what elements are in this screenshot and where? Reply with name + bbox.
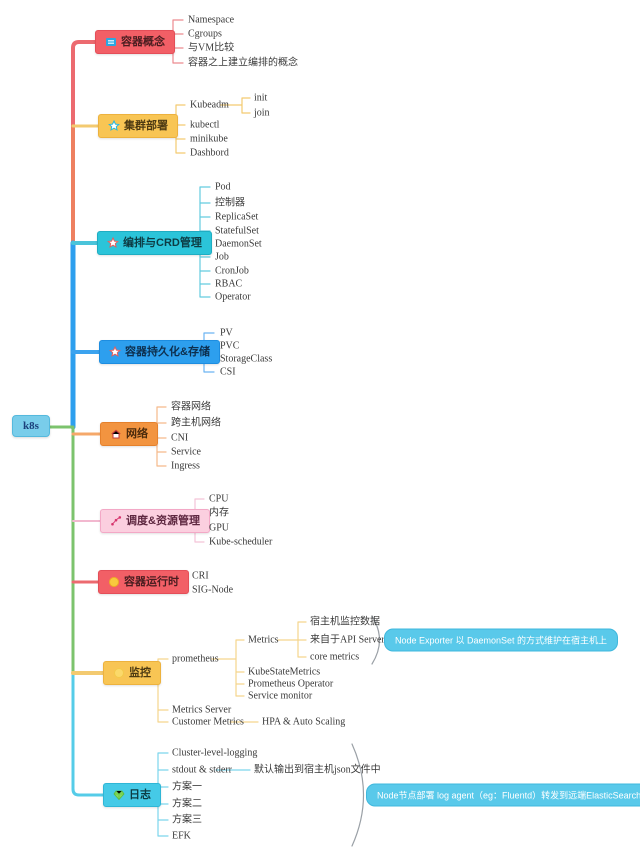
topic-minikube[interactable]: minikube (190, 133, 228, 145)
branch-node-orchestration-crd[interactable]: 编排与CRD管理 (97, 231, 212, 255)
brace-marks (351, 615, 381, 847)
container-icon (105, 36, 117, 48)
topic-service[interactable]: Service (171, 446, 201, 458)
topic-stdout-stderr[interactable]: stdout & stderr (172, 764, 232, 776)
topic-kubestatemetrics[interactable]: KubeStateMetrics (248, 666, 321, 678)
topic-sig-node[interactable]: SIG-Node (192, 584, 234, 596)
branch-node-cluster-deploy[interactable]: 集群部署 (98, 114, 178, 138)
topic-controller[interactable]: 控制器 (215, 197, 245, 209)
branch-label: 网络 (126, 428, 148, 440)
topic-hpa-auto-scaling[interactable]: HPA & Auto Scaling (262, 716, 346, 728)
topic-kubeadm[interactable]: Kubeadm (190, 99, 229, 111)
topic-pod[interactable]: Pod (215, 181, 231, 193)
branch-label: 调度&资源管理 (126, 515, 200, 527)
metrics-callout-note[interactable]: Node Exporter 以 DaemonSet 的方式维护在宿主机上 (384, 628, 619, 652)
branch-label: 日志 (129, 789, 151, 801)
branch-node-container-concepts[interactable]: 容器概念 (95, 30, 175, 54)
topic-container-network[interactable]: 容器网络 (171, 401, 211, 413)
topic-cronjob[interactable]: CronJob (215, 265, 249, 277)
logging-callout-note[interactable]: Node节点部署 log agent（eg：Fluentd）转发到远端Elast… (366, 783, 640, 807)
branch-label: 容器运行时 (124, 576, 179, 588)
circle-icon (113, 667, 125, 679)
topic-cluster-level-logging[interactable]: Cluster-level-logging (172, 747, 258, 759)
topic-vm-compare[interactable]: 与VM比较 (188, 42, 235, 54)
branch-label: 集群部署 (124, 120, 168, 132)
branch-label: 容器概念 (121, 36, 165, 48)
star-icon (108, 120, 120, 132)
topic-join[interactable]: join (254, 107, 270, 119)
topic-rbac[interactable]: RBAC (215, 278, 243, 290)
topic-replicaset[interactable]: ReplicaSet (215, 211, 259, 223)
branch-label: 编排与CRD管理 (123, 237, 202, 249)
topic-kubectl[interactable]: kubectl (190, 119, 220, 131)
branch-node-container-runtime[interactable]: 容器运行时 (98, 570, 189, 594)
topic-efk[interactable]: EFK (172, 830, 191, 842)
branch-node-logging[interactable]: 日志 (103, 783, 161, 807)
topic-memory[interactable]: 内存 (209, 507, 229, 519)
topic-cgroups[interactable]: Cgroups (188, 28, 222, 40)
topic-cri[interactable]: CRI (192, 570, 209, 582)
topic-json-file-note[interactable]: 默认输出到宿主机json文件中 (254, 764, 381, 776)
share-icon (110, 515, 122, 527)
topic-job[interactable]: Job (215, 251, 229, 263)
topic-metrics-server[interactable]: Metrics Server (172, 704, 232, 716)
topic-storageclass[interactable]: StorageClass (220, 353, 273, 365)
topic-cni[interactable]: CNI (171, 432, 189, 444)
circle-icon (108, 576, 120, 588)
topic-cpu[interactable]: CPU (209, 493, 229, 505)
branch-label: 容器持久化&存储 (125, 346, 210, 358)
home-icon (110, 428, 122, 440)
branch-label: 监控 (129, 667, 151, 679)
topic-customer-metrics[interactable]: Customer Metrics (172, 716, 244, 728)
topic-pv[interactable]: PV (220, 327, 233, 339)
branch-elbows (71, 124, 106, 675)
topic-host-metrics-data[interactable]: 宿主机监控数据 (310, 616, 380, 628)
topic-metrics[interactable]: Metrics (248, 634, 279, 646)
topic-gpu[interactable]: GPU (209, 522, 230, 534)
topic-csi[interactable]: CSI (220, 366, 236, 378)
topic-orchestration-concept[interactable]: 容器之上建立编排的概念 (188, 57, 298, 69)
topic-dashbord[interactable]: Dashbord (190, 147, 229, 159)
gem-icon (113, 789, 125, 801)
topic-init[interactable]: init (254, 92, 268, 104)
star-icon (109, 346, 121, 358)
branch-node-monitoring[interactable]: 监控 (103, 661, 161, 685)
root-node-k8s[interactable]: k8s (12, 415, 50, 437)
topic-namespace[interactable]: Namespace (188, 14, 235, 26)
topic-kube-scheduler[interactable]: Kube-scheduler (209, 536, 273, 548)
topic-prometheus-operator[interactable]: Prometheus Operator (248, 678, 334, 690)
topic-cross-host-network[interactable]: 跨主机网络 (171, 417, 221, 429)
topic-prometheus[interactable]: prometheus (172, 653, 219, 665)
branch-node-network[interactable]: 网络 (100, 422, 158, 446)
logging-brace (351, 743, 365, 847)
topic-operator[interactable]: Operator (215, 291, 251, 303)
topic-service-monitor[interactable]: Service monitor (248, 690, 313, 702)
topic-statefulset[interactable]: StatefulSet (215, 225, 259, 237)
branch-node-scheduling-resources[interactable]: 调度&资源管理 (100, 509, 210, 533)
topic-ingress[interactable]: Ingress (171, 460, 200, 472)
topic-pvc[interactable]: PVC (220, 340, 240, 352)
topic-plan-1[interactable]: 方案一 (172, 781, 202, 793)
topic-from-api-server[interactable]: 来自于API Server (310, 634, 385, 646)
metrics-brace (371, 615, 381, 665)
branch-node-persistence-storage[interactable]: 容器持久化&存储 (99, 340, 220, 364)
topic-plan-2[interactable]: 方案二 (172, 798, 202, 810)
topic-daemonset[interactable]: DaemonSet (215, 238, 262, 250)
topic-core-metrics[interactable]: core metrics (310, 651, 360, 663)
topic-plan-3[interactable]: 方案三 (172, 814, 202, 826)
trunk-lines (40, 40, 106, 797)
star-icon (107, 237, 119, 249)
